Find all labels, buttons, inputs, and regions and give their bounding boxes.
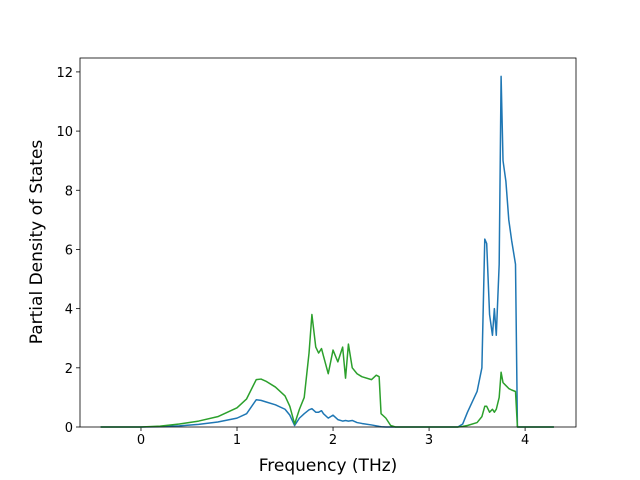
y-axis-label: Partial Density of States — [27, 140, 47, 345]
x-axis-label: Frequency (THz) — [259, 456, 398, 476]
x-tick-label: 2 — [329, 433, 337, 448]
y-tick-label: 2 — [65, 362, 73, 377]
y-tick-label: 4 — [65, 303, 73, 318]
y-tick-label: 12 — [56, 66, 73, 81]
data-line — [100, 313, 554, 428]
y-tick-label: 0 — [65, 421, 73, 436]
plot-frame — [79, 57, 577, 428]
y-tick-label: 6 — [65, 243, 73, 258]
x-tick-label: 1 — [233, 433, 241, 448]
y-tick-label: 10 — [56, 125, 73, 140]
x-tick-label: 3 — [425, 433, 433, 448]
x-tick-label: 0 — [137, 433, 145, 448]
data-line — [100, 75, 554, 428]
y-tick-label: 8 — [65, 184, 73, 199]
x-tick-label: 4 — [521, 433, 529, 448]
